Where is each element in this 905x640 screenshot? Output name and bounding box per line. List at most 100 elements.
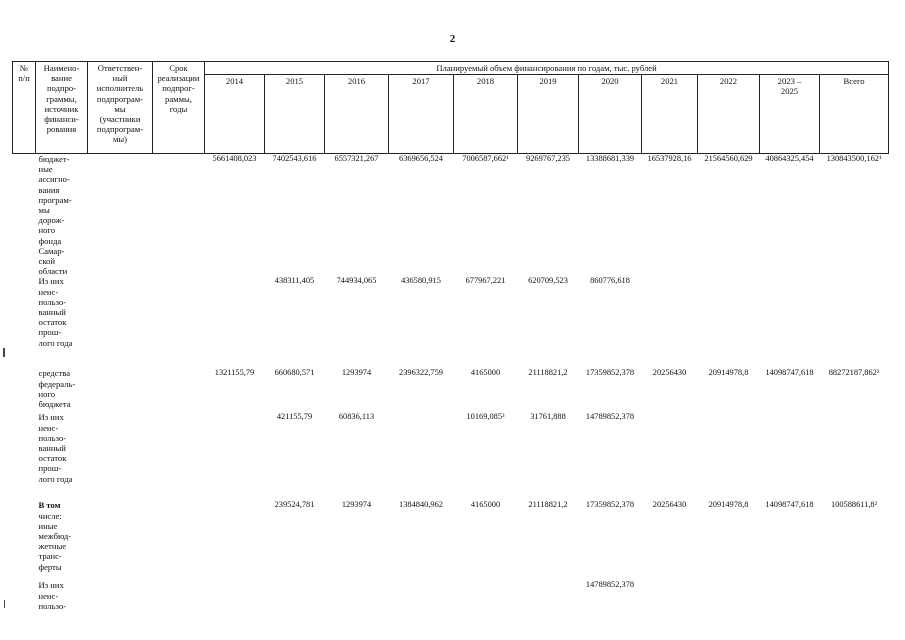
cell-name: Из них неис- пользо- [36,580,88,612]
header-year-2014: 2014 [204,74,265,154]
cell-value: 438311,405 [274,276,315,286]
header-year-2016: 2016 [324,74,389,154]
table-body: бюджет- ные ассигно- вания програм- мы д… [13,154,889,613]
cell-responsible [88,412,153,500]
cell-value [698,580,760,612]
cell-value: 660680,571 [274,368,315,378]
cell-value: 21118821,2 [528,368,568,378]
cell-value: 7006587,662¹ [462,154,509,163]
cell-value [760,276,820,368]
cell-name: Из них неис- пользо- ванный остаток прош… [36,412,88,500]
cell-value: 677967,221 [465,276,506,286]
cell-value: 31761,888 [530,412,566,422]
header-year-2018: 2018 [453,74,518,154]
cell-value [642,412,698,500]
cell-value: 9269767,235 [526,154,570,163]
cell-value: 14098747,618 [765,500,814,510]
cell-value: 10169,085³ [466,412,505,422]
cell-value: 744934,065 [336,276,377,286]
cell-responsible [88,500,153,580]
cell-responsible [88,154,153,277]
cell-number [13,412,36,500]
cell-value [820,276,889,368]
cell-value [820,580,889,612]
cell-value: 6369656,524 [399,154,443,163]
cell-value [205,500,265,580]
cell-value: 4165000 [470,368,501,378]
cell-value: 17359852,378 [585,500,635,510]
cell-responsible [88,580,153,612]
cell-value [454,580,518,612]
cell-responsible [88,368,153,412]
cell-name-text: средства федераль- ного бюджета [38,368,76,410]
cell-term [153,580,205,612]
cell-value: 860776,618 [590,276,630,286]
cell-value: 130843500,162¹ [826,154,882,163]
header-year-2022: 2022 [697,74,760,154]
table-row: Из них неис- пользо- ванный остаток прош… [13,412,889,500]
cell-value [265,580,325,612]
header-financing-span: Планируемый объем финансирования по года… [203,61,890,75]
cell-value [820,412,889,500]
scan-artifact [3,348,5,357]
cell-value: 14789852,378 [585,580,635,590]
cell-value: 1321155,79 [214,368,255,378]
cell-number [13,368,36,412]
cell-name: бюджет- ные ассигно- вания програм- мы д… [36,154,88,277]
cell-value [389,580,454,612]
cell-name-text: числе: иные межбюд- жетные транс- ферты [38,510,72,572]
cell-value: 20914978,8 [708,368,749,378]
header-number: № п/п [12,61,36,154]
table-row: В том числе: иные межбюд- жетные транс- ф… [13,500,889,580]
header-year-2020: 2020 [578,74,642,154]
cell-value [642,580,698,612]
cell-value: 1293974 [341,500,372,510]
cell-value [760,412,820,500]
cell-value [205,580,265,612]
cell-name-bold: В том [38,500,61,511]
cell-value: 2396322,759 [399,368,443,378]
cell-value: 7402543,616 [272,154,317,163]
cell-term [153,276,205,368]
cell-value: 421155,79 [276,412,313,422]
cell-value: 88272187,862² [828,368,880,378]
cell-number [13,154,36,277]
cell-value: 620709,523 [528,276,568,286]
cell-value [205,412,265,500]
cell-value: 16537928,16 [647,154,692,163]
header-year-2021: 2021 [641,74,698,154]
header-name: Наимено- вание подпро- граммы, источник … [35,61,88,154]
cell-value: 13388681,339 [585,154,635,163]
cell-name-text: бюджет- ные ассигно- вания програм- мы д… [38,154,72,277]
cell-term [153,412,205,500]
cell-name: средства федераль- ного бюджета [36,368,88,412]
cell-value: 1293974 [341,368,372,378]
cell-value: 21564560,629 [704,154,753,163]
cell-value [698,276,760,368]
cell-responsible [88,276,153,368]
header-year-2019: 2019 [517,74,579,154]
cell-value: 100588611,8² [830,500,878,510]
cell-number [13,276,36,368]
cell-value [389,412,454,500]
cell-value: 20256430 [652,368,687,378]
header-year-2023-2025: 2023 – 2025 [759,74,820,154]
cell-value: 20914978,8 [708,500,749,510]
header-responsible: Ответствен- ный исполнитель подпрограм- … [87,61,153,154]
cell-value: 239524,781 [274,500,315,510]
cell-value [760,580,820,612]
cell-number [13,580,36,612]
cell-value [325,580,389,612]
cell-value: 436580,915 [401,276,441,286]
cell-name-text: Из них неис- пользо- ванный остаток прош… [38,276,73,348]
table-row: средства федераль- ного бюджета 1321155,7… [13,368,889,412]
table-row: бюджет- ные ассигно- вания програм- мы д… [13,154,889,277]
cell-name-text: Из них неис- пользо- ванный остаток прош… [38,412,73,484]
cell-value: 21118821,2 [528,500,568,510]
financing-table: № п/п Наимено- вание подпро- граммы, ист… [12,61,890,613]
header-year-2017: 2017 [388,74,454,154]
header-total: Всего [818,74,890,154]
cell-value [518,580,579,612]
table-row: Из них неис- пользо- 14789852,378 [13,580,889,612]
cell-name-text: Из них неис- пользо- [38,580,67,611]
